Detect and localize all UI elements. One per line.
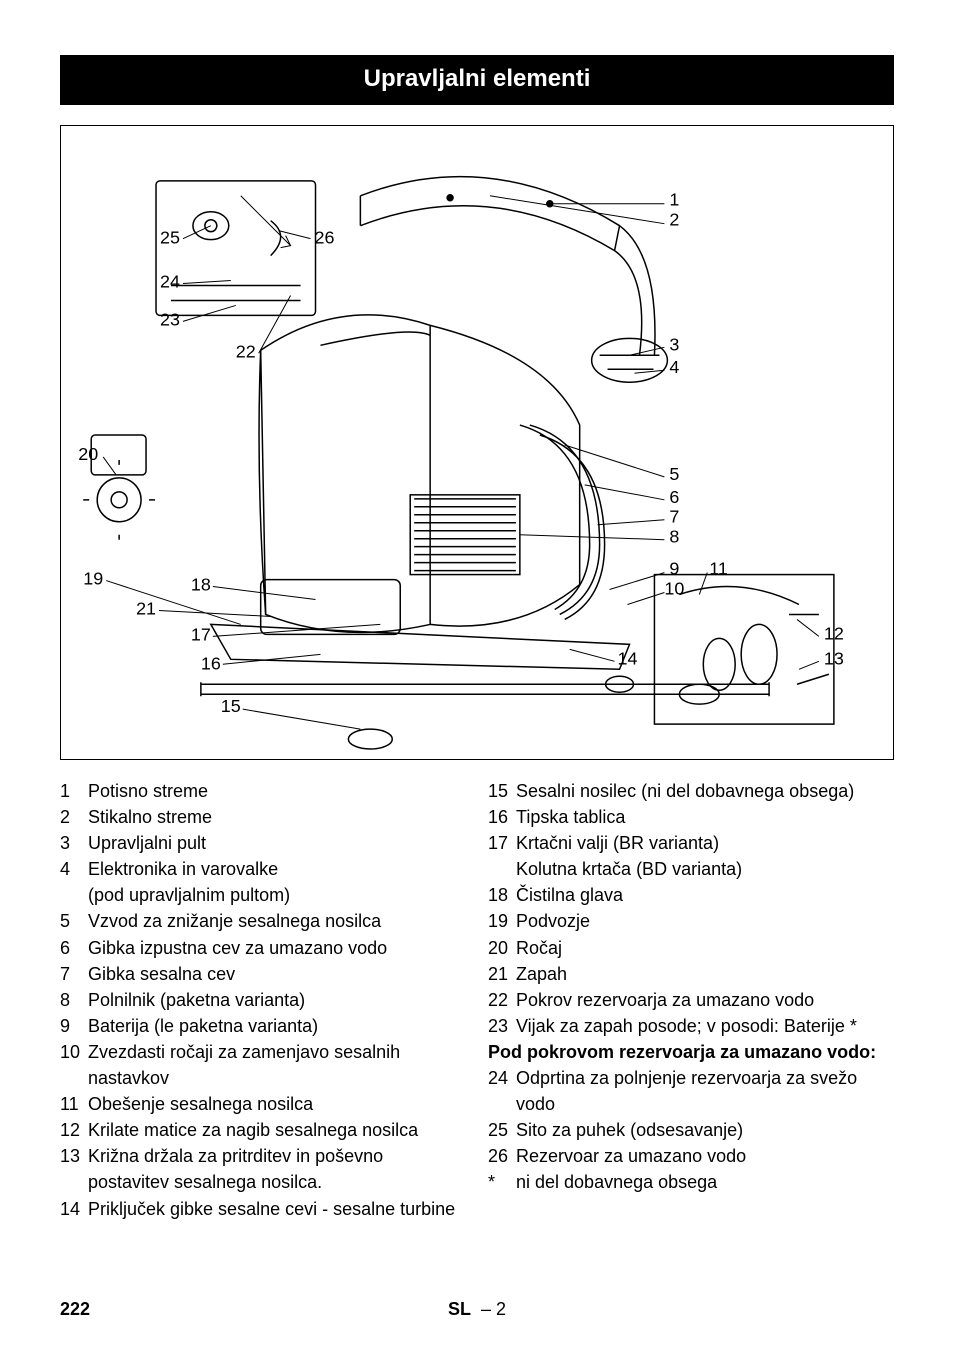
list-item: 18Čistilna glava: [488, 882, 894, 908]
list-item: 4Elektronika in varovalke(pod upravljaln…: [60, 856, 466, 908]
svg-text:15: 15: [221, 696, 241, 716]
list-item: 13Križna držala za pritrditev in poševno…: [60, 1143, 466, 1195]
svg-text:19: 19: [83, 569, 103, 589]
section-title: Upravljalni elementi: [60, 55, 894, 105]
svg-text:1: 1: [669, 190, 679, 210]
svg-text:25: 25: [160, 228, 180, 248]
svg-text:11: 11: [709, 559, 728, 579]
list-item: 7Gibka sesalna cev: [60, 961, 466, 987]
svg-text:14: 14: [618, 648, 638, 668]
list-item: 23Vijak za zapah posode; v posodi: Bater…: [488, 1013, 894, 1039]
svg-text:12: 12: [824, 623, 844, 643]
svg-text:20: 20: [78, 444, 98, 464]
list-item: 12Krilate matice za nagib sesalnega nosi…: [60, 1117, 466, 1143]
svg-text:3: 3: [669, 334, 679, 354]
svg-text:16: 16: [201, 653, 221, 673]
svg-text:4: 4: [669, 357, 679, 377]
list-item: 26Rezervoar za umazano vodo: [488, 1143, 894, 1169]
list-item: 25Sito za puhek (odsesavanje): [488, 1117, 894, 1143]
list-item: 20Ročaj: [488, 935, 894, 961]
list-item: 16Tipska tablica: [488, 804, 894, 830]
list-item: 8Polnilnik (paketna varianta): [60, 987, 466, 1013]
page-footer: 222 SL – 2: [60, 1299, 894, 1320]
list-item: 21Zapah: [488, 961, 894, 987]
list-item: 14Priključek gibke sesalne cevi - sesaln…: [60, 1196, 466, 1222]
list-item: 1Potisno streme: [60, 778, 466, 804]
svg-text:6: 6: [669, 487, 679, 507]
diagram-svg: 2526242322201918211716151234567891011121…: [61, 126, 893, 759]
svg-text:26: 26: [315, 228, 335, 248]
list-item: 6Gibka izpustna cev za umazano vodo: [60, 935, 466, 961]
list-item: 24Odprtina za polnjenje rezervoarja za s…: [488, 1065, 894, 1117]
list-item: *ni del dobavnega obsega: [488, 1169, 894, 1195]
svg-text:10: 10: [664, 579, 684, 599]
subsection-heading: Pod pokrovom rezervoarja za umazano vodo…: [488, 1039, 894, 1065]
list-item: 3Upravljalni pult: [60, 830, 466, 856]
list-item: 11Obešenje sesalnega nosilca: [60, 1091, 466, 1117]
list-item: 5Vzvod za znižanje sesalnega nosilca: [60, 908, 466, 934]
list-item: 19Podvozje: [488, 908, 894, 934]
svg-text:9: 9: [669, 559, 679, 579]
parts-list-left: 1Potisno streme2Stikalno streme3Upravlja…: [60, 778, 466, 1222]
parts-list: 1Potisno streme2Stikalno streme3Upravlja…: [60, 778, 894, 1222]
svg-text:2: 2: [669, 210, 679, 230]
svg-text:23: 23: [160, 309, 180, 329]
list-item: 2Stikalno streme: [60, 804, 466, 830]
parts-diagram: 2526242322201918211716151234567891011121…: [60, 125, 894, 760]
svg-text:7: 7: [669, 507, 679, 527]
parts-list-right: 15Sesalni nosilec (ni del dobavnega obse…: [488, 778, 894, 1222]
svg-text:18: 18: [191, 575, 211, 595]
list-item: 17Krtačni valji (BR varianta)Kolutna krt…: [488, 830, 894, 882]
svg-text:5: 5: [669, 464, 679, 484]
list-item: 10Zvezdasti ročaji za zamenjavo sesalnih…: [60, 1039, 466, 1091]
list-item: 15Sesalni nosilec (ni del dobavnega obse…: [488, 778, 894, 804]
list-item: 22Pokrov rezervoarja za umazano vodo: [488, 987, 894, 1013]
svg-text:13: 13: [824, 648, 844, 668]
svg-text:21: 21: [136, 598, 156, 618]
svg-text:17: 17: [191, 624, 211, 644]
list-item: 9Baterija (le paketna varianta): [60, 1013, 466, 1039]
svg-text:24: 24: [160, 271, 180, 291]
svg-text:8: 8: [669, 527, 679, 547]
footer-center: SL – 2: [60, 1299, 894, 1320]
svg-text:22: 22: [236, 341, 256, 361]
